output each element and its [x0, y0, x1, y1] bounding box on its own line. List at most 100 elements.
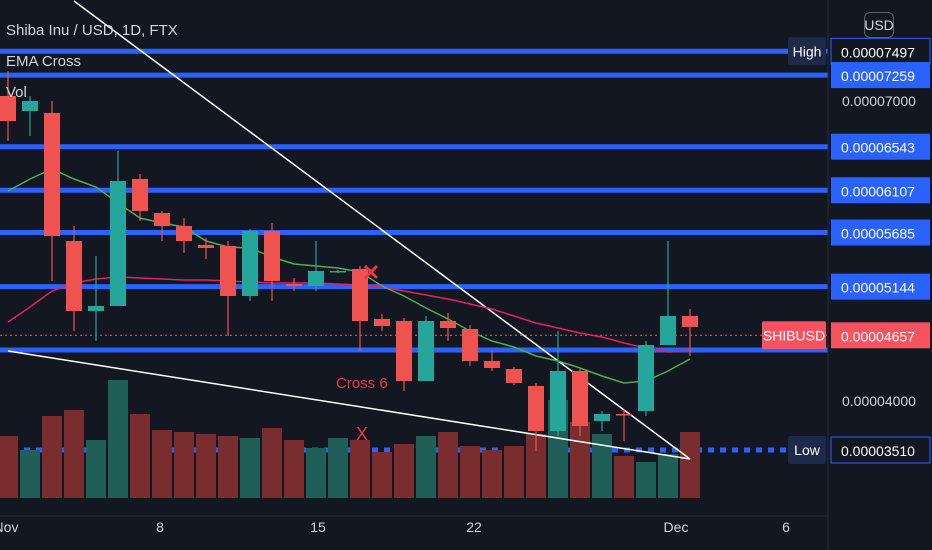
volume-bar	[592, 434, 612, 498]
candle-body	[264, 231, 280, 281]
candle-body	[44, 113, 60, 236]
level-value: 0.00004657	[841, 328, 915, 344]
volume-bar	[372, 452, 392, 498]
volume-bar	[350, 440, 370, 498]
level-tag-bg	[788, 436, 826, 464]
level-value: 0.00003510	[841, 443, 915, 459]
volume-bar	[614, 456, 634, 498]
level-value: 0.00005685	[841, 226, 915, 242]
candle-body	[506, 369, 522, 383]
candle-body	[352, 269, 368, 321]
level-value-bg	[831, 62, 930, 89]
candle-body	[484, 361, 500, 368]
candle-body	[308, 271, 324, 286]
volume-bar	[196, 434, 216, 498]
candle-body	[88, 306, 104, 311]
candle-body	[374, 319, 390, 326]
candle-body	[572, 371, 588, 426]
cross-label: Cross 6	[336, 375, 388, 392]
trendline	[7, 350, 691, 460]
candle-body	[396, 321, 412, 381]
level-value-bg	[831, 273, 930, 300]
candle-body	[616, 414, 632, 416]
volume-bar	[636, 462, 656, 498]
candle-body	[682, 316, 698, 327]
candle-body	[22, 101, 38, 111]
level-value-bg	[831, 133, 930, 160]
level-value: 0.00007497	[841, 44, 915, 60]
candle-body	[242, 231, 258, 296]
volume-legend[interactable]: Vol	[6, 84, 27, 101]
candle-body	[0, 96, 16, 121]
volume-bar	[460, 446, 480, 498]
level-tag-bg	[762, 321, 826, 350]
ema-cross-legend[interactable]: EMA Cross	[6, 53, 82, 70]
candle-body	[220, 246, 236, 296]
x-marker: X	[356, 424, 368, 444]
candle-body	[660, 316, 676, 345]
volume-bar	[658, 454, 678, 498]
candle-body	[440, 321, 456, 328]
x-tick-label: 6	[782, 519, 790, 535]
x-tick-label: Nov	[0, 519, 18, 535]
volume-bar	[526, 434, 546, 498]
level-value-bg	[831, 177, 930, 204]
candle-body	[594, 414, 610, 421]
level-value-bg	[831, 322, 930, 349]
volume-bar	[394, 444, 414, 498]
volume-bar	[152, 430, 172, 498]
candle-body	[176, 226, 192, 241]
candle-body	[638, 345, 654, 411]
candle-body	[330, 271, 346, 273]
x-tick-label: 22	[466, 519, 482, 535]
volume-bar	[64, 410, 84, 498]
candle-body	[550, 371, 566, 431]
candle-body	[286, 284, 302, 286]
level-tag: SHIBUSD	[763, 327, 825, 343]
candle-body	[198, 245, 214, 248]
volume-bar	[42, 416, 62, 498]
level-value-bg	[830, 436, 931, 464]
level-value-bg	[831, 219, 930, 246]
volume-bar	[416, 436, 436, 498]
volume-bar	[306, 448, 326, 498]
currency-button[interactable]: USD	[864, 12, 894, 38]
volume-bar	[482, 450, 502, 498]
level-tag-bg	[788, 37, 826, 66]
volume-bar	[130, 414, 150, 498]
ema-cross-marker	[363, 264, 379, 280]
volume-bar	[284, 440, 304, 498]
volume-bar	[20, 450, 40, 498]
level-value: 0.00007259	[841, 68, 915, 84]
candle-body	[154, 213, 170, 226]
level-value: 0.00005144	[841, 280, 915, 296]
volume-bar	[0, 436, 18, 498]
level-value: 0.00006107	[841, 183, 915, 199]
symbol-title[interactable]: Shiba Inu / USD, 1D, FTX	[6, 22, 178, 39]
price-tick-label: 0.00004000	[842, 393, 916, 409]
volume-bar	[328, 438, 348, 498]
candle-body	[66, 241, 82, 311]
level-value: 0.00006543	[841, 140, 915, 156]
candle-body	[132, 179, 148, 211]
candle-body	[110, 181, 126, 306]
level-tag: High	[793, 43, 822, 59]
volume-bar	[680, 432, 700, 498]
x-tick-label: Dec	[664, 519, 689, 535]
volume-bar	[174, 432, 194, 498]
candle-body	[462, 329, 478, 361]
candle-body	[418, 321, 434, 381]
volume-bar	[438, 432, 458, 498]
volume-bar	[262, 428, 282, 498]
volume-bar	[218, 436, 238, 498]
volume-bar	[86, 440, 106, 498]
x-tick-label: 8	[156, 519, 164, 535]
candle-body	[528, 386, 544, 431]
volume-bar	[504, 446, 524, 498]
x-tick-label: 15	[310, 519, 326, 535]
price-tick-label: 0.00007000	[842, 93, 916, 109]
level-tag: Low	[794, 442, 821, 458]
volume-bar	[108, 380, 128, 498]
volume-bar	[240, 438, 260, 498]
